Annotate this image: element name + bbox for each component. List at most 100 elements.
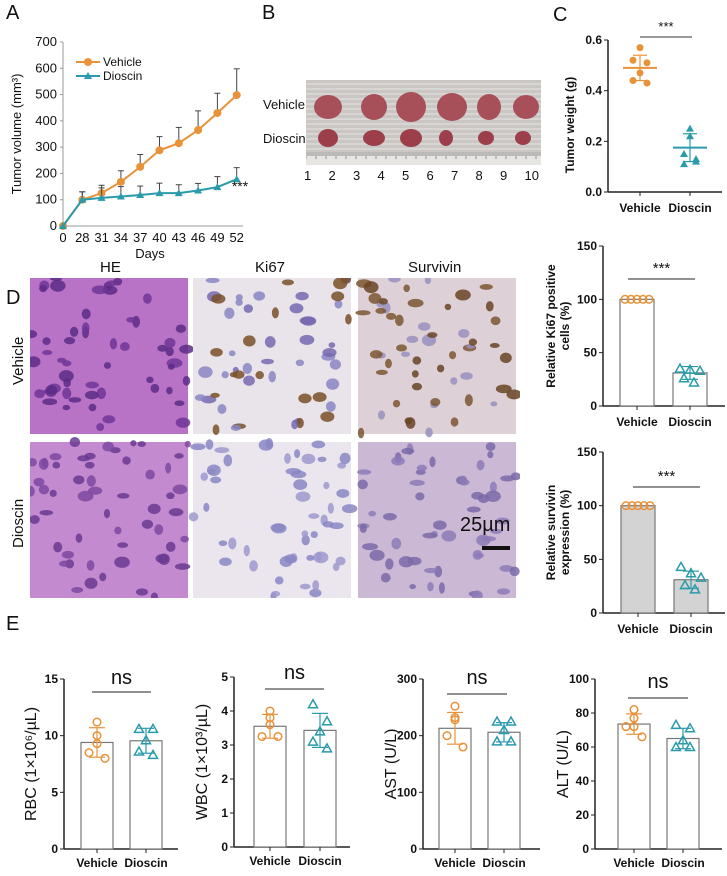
- dioscin-point: [155, 189, 164, 197]
- vehicle-bar: [619, 298, 655, 407]
- cell-nucleus: [295, 359, 305, 367]
- vehicle-point: [92, 717, 102, 727]
- cell-nucleus: [210, 476, 222, 484]
- cell-nucleus: [84, 390, 99, 400]
- cell-nucleus: [331, 291, 345, 302]
- cell-nucleus: [223, 454, 233, 467]
- ruler-number: 6: [426, 168, 434, 183]
- vehicle-point: [643, 59, 651, 67]
- cell-nucleus: [166, 492, 175, 500]
- cell-nucleus: [497, 588, 511, 595]
- cell-nucleus: [320, 411, 335, 422]
- cell-nucleus: [172, 484, 188, 495]
- cell-nucleus: [427, 332, 438, 338]
- cell-nucleus: [312, 392, 327, 403]
- scale-bar: [482, 546, 510, 550]
- cell-nucleus: [52, 461, 61, 469]
- vehicle-point: [194, 126, 203, 135]
- tumor-photo: [306, 80, 541, 165]
- vehicle-bar: [253, 725, 287, 848]
- dioscin-point: [684, 363, 696, 374]
- cell-nucleus: [230, 424, 242, 431]
- cell-nucleus: [448, 351, 457, 360]
- ruler-number: 2: [328, 168, 336, 183]
- cell-nucleus: [154, 524, 164, 535]
- vehicle-point: [265, 720, 275, 730]
- ruler-number: 4: [377, 168, 385, 183]
- vehicle-point: [458, 742, 468, 752]
- vehicle-point: [100, 753, 110, 763]
- dioscin-point: [498, 723, 510, 735]
- cell-nucleus: [39, 510, 54, 516]
- cell-nucleus: [476, 459, 485, 471]
- rbc-chart: 0 5 10 15 RBC (1×10⁶/µL) Vehicle Dioscin ns: [23, 667, 178, 870]
- dioscin-point: [677, 734, 689, 745]
- cell-nucleus: [411, 382, 423, 391]
- ast-chart: 0 100 200 300 AST (U/L) Vehicle Dioscin ns: [383, 667, 540, 870]
- vehicle-point: [442, 731, 452, 741]
- cell-nucleus: [88, 403, 97, 412]
- vehicle-point: [265, 706, 275, 716]
- cell-nucleus: [180, 535, 189, 543]
- x-tick-label: 52: [229, 230, 243, 245]
- cell-nucleus: [291, 419, 299, 430]
- y-tick-label: 400: [35, 113, 57, 128]
- x-tick-label: 37: [133, 230, 147, 245]
- cell-nucleus: [299, 316, 316, 325]
- cell-nucleus: [182, 375, 191, 386]
- dioscin-tumor: [400, 129, 422, 147]
- cell-nucleus: [34, 389, 45, 399]
- ruler-number: 5: [402, 168, 410, 183]
- vehicle-point: [633, 501, 643, 511]
- cell-nucleus: [50, 279, 66, 292]
- vehicle-tumor: [361, 94, 387, 120]
- y-tick-label: 20: [576, 808, 590, 822]
- cell-nucleus: [359, 523, 367, 534]
- cell-nucleus: [114, 556, 130, 568]
- cell-nucleus: [301, 530, 309, 538]
- cell-nucleus: [99, 572, 107, 582]
- dioscin-point: [675, 560, 687, 572]
- x-tick-label: 40: [152, 230, 166, 245]
- cell-nucleus: [326, 378, 340, 390]
- cell-nucleus: [369, 549, 385, 561]
- cell-nucleus: [375, 307, 387, 314]
- cell-nucleus: [398, 556, 414, 568]
- cell-nucleus: [174, 563, 191, 570]
- cell-nucleus: [235, 298, 243, 306]
- dioscin-point: [685, 567, 697, 578]
- cell-nucleus: [345, 314, 352, 325]
- ruler-number: 9: [500, 168, 508, 183]
- cell-nucleus: [299, 583, 311, 590]
- vehicle-point: [84, 748, 94, 758]
- cell-nucleus: [228, 350, 236, 357]
- x-tick-label: 46: [191, 230, 205, 245]
- y-tick-label: 0.0: [585, 185, 602, 199]
- y-tick-label: 80: [576, 706, 590, 720]
- cell-nucleus: [41, 457, 48, 468]
- cell-nucleus: [339, 452, 351, 464]
- cell-nucleus: [146, 376, 154, 384]
- cell-nucleus: [368, 293, 382, 304]
- vehicle-point: [644, 294, 654, 304]
- cell-nucleus: [411, 370, 419, 378]
- x-tick-label: Dioscin: [668, 415, 711, 429]
- cell-nucleus: [62, 387, 72, 400]
- significance-label: ns: [647, 671, 668, 693]
- cell-nucleus: [30, 458, 37, 467]
- cell-nucleus: [141, 519, 154, 529]
- cell-nucleus: [377, 410, 386, 420]
- cell-nucleus: [217, 404, 227, 414]
- cell-nucleus: [61, 550, 75, 559]
- cell-nucleus: [253, 291, 266, 301]
- dioscin-point: [684, 740, 696, 752]
- cell-nucleus: [425, 427, 433, 438]
- vehicle-tumor: [396, 92, 426, 122]
- cell-nucleus: [86, 475, 96, 487]
- dioscin-point: [136, 190, 145, 198]
- cell-nucleus: [268, 371, 276, 383]
- vehicle-bar: [617, 723, 651, 850]
- y-tick-label: 60: [576, 740, 590, 754]
- cell-nucleus: [218, 540, 228, 547]
- dioscin-point: [680, 160, 688, 168]
